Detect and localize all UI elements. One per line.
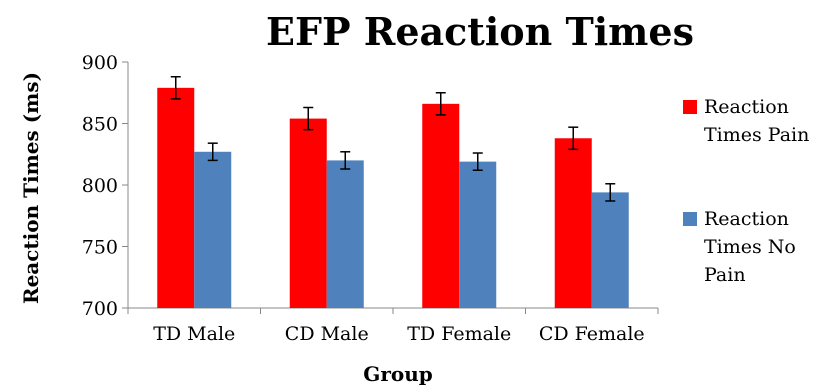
y-tick-label: 850	[82, 114, 118, 136]
bar	[289, 118, 327, 308]
bar	[194, 151, 232, 308]
legend-swatch	[683, 212, 697, 226]
x-tick-label: TD Female	[407, 323, 511, 345]
y-tick-label: 900	[82, 52, 118, 74]
y-axis-title: Reaction Times (ms)	[19, 72, 43, 304]
x-tick-label: CD Male	[285, 323, 369, 345]
plot-area: 700 750 800 850 900 TD Male CD Male TD Female CD…	[82, 52, 659, 345]
y-tick-label: 700	[82, 298, 118, 320]
x-tick-label: TD Male	[153, 323, 235, 345]
legend-label: Reaction Times No Pain	[704, 208, 796, 286]
bar	[459, 161, 497, 308]
y-tick-label: 750	[82, 237, 118, 259]
x-tick-label: CD Female	[539, 323, 645, 345]
chart-title: EFP Reaction Times	[266, 9, 694, 54]
y-tick-label: 800	[82, 175, 118, 197]
legend-swatch	[683, 100, 697, 114]
bar	[326, 160, 364, 308]
bar	[422, 103, 460, 308]
bar	[591, 192, 629, 308]
bar	[157, 87, 195, 308]
legend-label: Reaction Times Pain	[704, 96, 809, 146]
x-axis-title: Group	[363, 362, 432, 386]
bar	[554, 138, 592, 308]
legend: Reaction Times Pain Reaction Times No Pain	[683, 96, 809, 286]
